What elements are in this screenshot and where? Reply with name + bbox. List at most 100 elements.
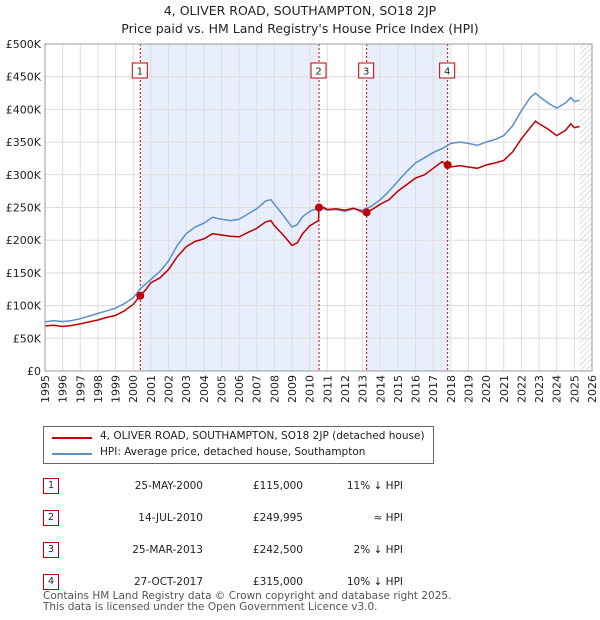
x-tick-label: 2020 — [480, 375, 493, 403]
chart-subtitle: Price paid vs. HM Land Registry's House … — [121, 21, 479, 36]
y-tick-label: £450K — [6, 71, 42, 84]
sale-3-point — [362, 208, 371, 217]
sale-number-cell: 4 — [43, 566, 93, 598]
sale-number-cell: 3 — [43, 534, 93, 566]
sale-4-point — [443, 160, 452, 169]
sale-price-cell: £315,000 — [203, 566, 303, 598]
sale-date: 25-MAR-2013 — [132, 544, 203, 556]
y-tick-label: £350K — [6, 136, 42, 149]
x-tick-label: 2004 — [198, 375, 211, 403]
sale-hpi-diff: 10% ↓ HPI — [346, 576, 403, 588]
sale-hpi-diff-cell: 10% ↓ HPI — [303, 566, 403, 598]
x-tick-label: 1998 — [92, 375, 105, 403]
x-tick-label: 2000 — [127, 375, 140, 403]
x-tick-label: 2012 — [339, 375, 352, 403]
x-tick-label: 2024 — [551, 375, 564, 403]
sale-number: 1 — [43, 478, 59, 494]
x-tick-label: 2007 — [251, 375, 264, 403]
sales-table: 1 25-MAY-2000 £115,000 11% ↓ HPI 2 14-JUL-201… — [43, 470, 403, 598]
sale-3-label: 3 — [363, 67, 369, 78]
chart-title: 4, OLIVER ROAD, SOUTHAMPTON, SO18 2JP — [163, 3, 437, 18]
x-tick-label: 2017 — [427, 375, 440, 403]
sale-price-cell: £242,500 — [203, 534, 303, 566]
x-tick-label: 2001 — [145, 375, 158, 403]
sale-row: 1 25-MAY-2000 £115,000 11% ↓ HPI — [43, 470, 403, 502]
sale-date-cell: 27-OCT-2017 — [93, 566, 203, 598]
sale-hpi-diff: ≈ HPI — [373, 512, 403, 524]
sale-hpi-diff-cell: 2% ↓ HPI — [303, 534, 403, 566]
x-tick-label: 2002 — [163, 375, 176, 403]
x-tick-label: 2013 — [357, 375, 370, 403]
plot-border — [44, 43, 593, 372]
x-tick-label: 2011 — [321, 375, 334, 403]
x-tick-label: 2018 — [445, 375, 458, 403]
sale-price: £315,000 — [252, 576, 303, 588]
sale-price: £115,000 — [252, 480, 303, 492]
sale-price: £249,995 — [252, 512, 303, 524]
sale-number-cell: 2 — [43, 502, 93, 534]
y-tick-label: £0 — [27, 365, 41, 378]
sale-3-box — [358, 62, 375, 79]
y-tick-label: £200K — [6, 234, 42, 247]
y-tick-label: £100K — [6, 300, 42, 313]
x-tick-label: 1997 — [74, 375, 87, 403]
chart-legend: 4, OLIVER ROAD, SOUTHAMPTON, SO18 2JP (d… — [43, 426, 434, 464]
sale-2-point — [315, 203, 324, 212]
x-tick-label: 2023 — [533, 375, 546, 403]
sale-4-box — [439, 62, 456, 79]
y-tick-label: £400K — [6, 103, 42, 116]
footer: Contains HM Land Registry data © Crown c… — [43, 591, 451, 613]
legend-swatch-hpi — [52, 453, 92, 455]
sale-1-box — [131, 62, 148, 79]
price-chart: £0 £50K £100K £150K £200K £250K £300K £350K £400… — [6, 38, 599, 403]
x-tick-label: 2025 — [568, 375, 581, 403]
sale-row: 4 27-OCT-2017 £315,000 10% ↓ HPI — [43, 566, 403, 598]
sale-4-label: 4 — [444, 67, 450, 78]
y-tick-label: £50K — [13, 332, 42, 345]
y-tick-label: £250K — [6, 202, 42, 215]
x-tick-label: 2026 — [586, 375, 599, 403]
x-tick-label: 2022 — [515, 375, 528, 403]
footer-licence: This data is licensed under the Open Gov… — [43, 601, 378, 613]
x-tick-label: 1999 — [110, 375, 123, 403]
x-tick-label: 1995 — [39, 375, 52, 403]
sale-price-cell: £249,995 — [203, 502, 303, 534]
x-tick-label: 2006 — [233, 375, 246, 403]
sale-number: 2 — [43, 510, 59, 526]
x-tick-label: 2015 — [392, 375, 405, 403]
x-tick-label: 2014 — [374, 375, 387, 403]
sale-1-label: 1 — [137, 67, 143, 78]
sale-row: 2 14-JUL-2010 £249,995 ≈ HPI — [43, 502, 403, 534]
x-tick-label: 2003 — [180, 375, 193, 403]
sale-hpi-diff: 11% ↓ HPI — [346, 480, 403, 492]
legend-label-hpi: HPI: Average price, detached house, Sout… — [100, 446, 366, 458]
x-tick-label: 2016 — [410, 375, 423, 403]
sale-hpi-diff-cell: 11% ↓ HPI — [303, 470, 403, 502]
sale-date: 14-JUL-2010 — [138, 512, 203, 524]
sale-date-cell: 25-MAR-2013 — [93, 534, 203, 566]
x-tick-label: 1996 — [57, 375, 70, 403]
sale-number-cell: 1 — [43, 470, 93, 502]
y-tick-label: £150K — [6, 267, 42, 280]
legend-swatch-property — [52, 437, 92, 439]
x-tick-label: 2009 — [286, 375, 299, 403]
x-tick-label: 2021 — [498, 375, 511, 403]
sale-2-box — [310, 62, 327, 79]
sale-number: 3 — [43, 542, 59, 558]
sale-date: 25-MAY-2000 — [134, 480, 203, 492]
x-tick-label: 2019 — [462, 375, 475, 403]
x-tick-label: 2010 — [304, 375, 317, 403]
sale-price: £242,500 — [252, 544, 303, 556]
x-tick-label: 2008 — [268, 375, 281, 403]
legend-label-property: 4, OLIVER ROAD, SOUTHAMPTON, SO18 2JP (d… — [100, 430, 425, 442]
y-tick-label: £500K — [6, 38, 42, 51]
sale-row: 3 25-MAR-2013 £242,500 2% ↓ HPI — [43, 534, 403, 566]
sale-number: 4 — [43, 574, 59, 590]
sale-date-cell: 25-MAY-2000 — [93, 470, 203, 502]
sale-2-label: 2 — [315, 67, 321, 78]
sale-hpi-diff-cell: ≈ HPI — [303, 502, 403, 534]
sale-price-cell: £115,000 — [203, 470, 303, 502]
sale-hpi-diff: 2% ↓ HPI — [353, 544, 403, 556]
sale-date-cell: 14-JUL-2010 — [93, 502, 203, 534]
y-tick-label: £300K — [6, 169, 42, 182]
